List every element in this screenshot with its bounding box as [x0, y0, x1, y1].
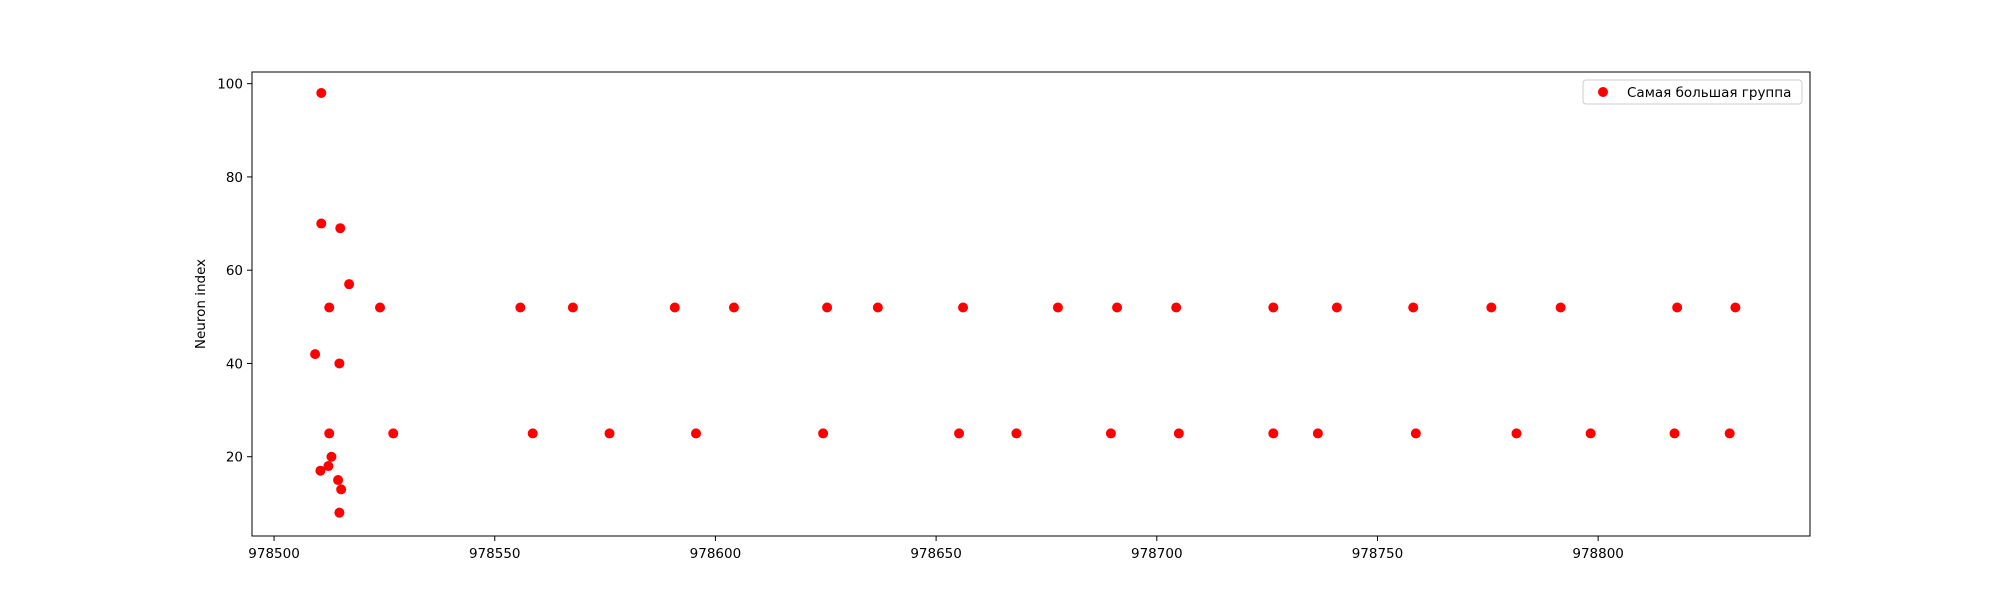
data-point [872, 302, 883, 313]
data-point [324, 302, 335, 313]
data-point [822, 302, 833, 313]
data-point [324, 428, 335, 439]
data-point [691, 428, 702, 439]
data-point [1486, 302, 1497, 313]
legend-label: Самая большая группа [1627, 85, 1791, 101]
x-tick-label: 978800 [1572, 546, 1624, 562]
data-point [1105, 428, 1116, 439]
data-point [334, 507, 345, 518]
x-tick-label: 978650 [910, 546, 962, 562]
y-tick-label: 20 [226, 450, 243, 466]
legend-marker [1598, 87, 1608, 97]
data-point [1511, 428, 1522, 439]
data-point [388, 428, 399, 439]
data-point [954, 428, 965, 439]
data-point [333, 475, 344, 486]
data-point [1585, 428, 1596, 439]
data-point [728, 302, 739, 313]
data-point [1268, 302, 1279, 313]
data-point [1173, 428, 1184, 439]
y-tick-label: 40 [226, 356, 243, 372]
plot-area [252, 72, 1810, 536]
data-point [1011, 428, 1022, 439]
data-point [334, 358, 345, 369]
data-point [1052, 302, 1063, 313]
data-point [1672, 302, 1683, 313]
data-point [344, 279, 355, 290]
data-point [336, 484, 347, 495]
data-point [958, 302, 969, 313]
data-point [1312, 428, 1323, 439]
data-point [567, 302, 578, 313]
x-tick-label: 978750 [1352, 546, 1404, 562]
data-point [669, 302, 680, 313]
data-point [310, 349, 321, 360]
legend: Самая большая группа [1582, 79, 1803, 105]
data-point [1268, 428, 1279, 439]
data-point [335, 223, 346, 234]
data-point [316, 87, 327, 98]
data-point [818, 428, 829, 439]
data-point [1331, 302, 1342, 313]
data-point [1408, 302, 1419, 313]
data-point [1112, 302, 1123, 313]
data-point [374, 302, 385, 313]
data-point [1410, 428, 1421, 439]
y-axis-label: Neuron index [193, 259, 209, 349]
data-point [1669, 428, 1680, 439]
x-tick-label: 978700 [1131, 546, 1183, 562]
y-tick-label: 100 [217, 77, 243, 93]
legend-box [1582, 79, 1803, 105]
data-point [326, 451, 337, 462]
data-point [315, 465, 326, 476]
data-point [323, 461, 334, 472]
y-tick-label: 80 [226, 170, 243, 186]
plot-frame [251, 71, 1811, 537]
data-point [1555, 302, 1566, 313]
x-tick-label: 978500 [248, 546, 300, 562]
data-point [316, 218, 327, 229]
y-axis-ticks: 20 40 60 80 100 [217, 77, 252, 466]
y-tick-label: 60 [226, 263, 243, 279]
data-point [515, 302, 526, 313]
x-tick-label: 978550 [469, 546, 521, 562]
data-point [1171, 302, 1182, 313]
data-point [604, 428, 615, 439]
data-points [310, 87, 1741, 518]
data-point [1724, 428, 1735, 439]
x-tick-label: 978600 [690, 546, 742, 562]
x-axis-ticks: 978500 978550 978600 978650 978700 978750 9788… [248, 536, 1624, 562]
data-point [1730, 302, 1741, 313]
data-point [527, 428, 538, 439]
